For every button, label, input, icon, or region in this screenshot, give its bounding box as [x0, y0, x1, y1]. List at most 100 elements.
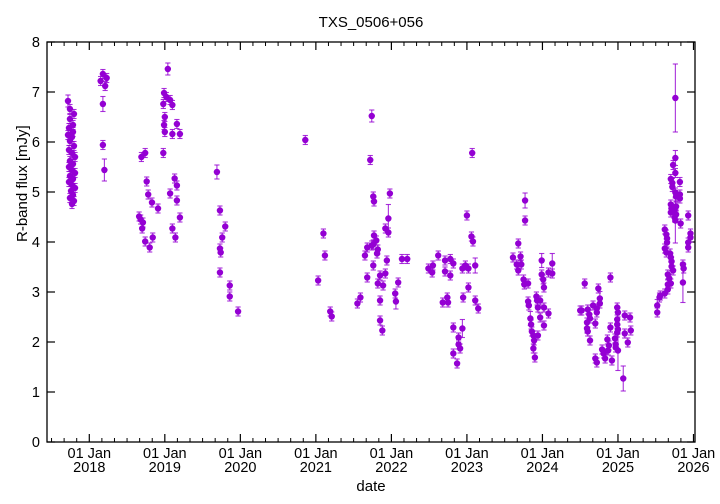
x-tick-label-line2: 2023	[451, 460, 483, 476]
data-point-group	[320, 228, 327, 239]
data-point	[99, 141, 107, 149]
data-point	[404, 255, 411, 263]
data-point-group	[321, 250, 329, 261]
data-point	[608, 357, 616, 364]
data-point	[216, 269, 224, 276]
data-point-group	[515, 265, 522, 276]
data-point	[222, 223, 229, 230]
data-point	[527, 321, 535, 328]
data-point-group	[539, 274, 547, 285]
data-point	[66, 137, 74, 145]
data-point	[173, 197, 181, 204]
data-point-group	[169, 128, 176, 140]
y-tick-label: 0	[32, 435, 40, 451]
y-tick-label: 2	[32, 335, 40, 351]
data-point	[368, 242, 375, 249]
data-point-group	[620, 365, 627, 392]
data-point	[521, 197, 529, 204]
data-point-group	[540, 302, 548, 313]
data-point	[586, 337, 594, 344]
data-point	[169, 130, 176, 138]
data-point	[672, 211, 680, 218]
data-point	[667, 209, 675, 216]
data-point-group	[328, 311, 335, 322]
data-point	[469, 238, 477, 245]
data-point-group	[70, 108, 78, 120]
data-point	[99, 100, 107, 108]
data-point-group	[475, 303, 482, 314]
data-point	[672, 203, 680, 210]
data-point	[527, 315, 534, 322]
x-tick-label-line2: 2025	[602, 460, 634, 476]
data-point	[509, 254, 517, 261]
data-point	[530, 345, 537, 352]
data-point	[472, 262, 479, 269]
data-point	[143, 178, 150, 185]
data-point	[394, 279, 402, 286]
data-point	[444, 299, 452, 306]
data-point	[456, 345, 464, 352]
data-point-group	[226, 291, 233, 302]
data-point-group	[374, 278, 381, 289]
data-point-group	[176, 212, 184, 223]
data-point	[627, 327, 635, 334]
data-point-group	[357, 292, 364, 303]
data-point-group	[676, 176, 684, 188]
data-point	[439, 299, 446, 306]
data-point	[593, 359, 601, 366]
data-point-group	[530, 343, 537, 354]
data-point	[584, 328, 591, 335]
data-point-group	[604, 345, 612, 356]
data-point-group	[447, 270, 454, 281]
data-point-group	[145, 189, 152, 200]
data-point	[425, 265, 432, 272]
data-point-group	[217, 247, 224, 258]
data-point-group	[176, 128, 184, 140]
data-point	[66, 105, 74, 113]
data-point-group	[99, 139, 107, 151]
data-point-group	[382, 268, 389, 279]
data-point-group	[428, 267, 436, 278]
data-point-group	[584, 326, 591, 337]
data-point	[450, 260, 457, 267]
data-point	[513, 261, 520, 268]
data-point-group	[521, 215, 529, 226]
data-point	[160, 149, 167, 157]
data-point-group	[361, 250, 369, 261]
data-point-group	[367, 154, 374, 166]
data-point	[621, 312, 628, 319]
data-point-group	[672, 149, 679, 167]
data-point	[213, 168, 221, 176]
data-point	[173, 120, 181, 128]
data-point	[97, 77, 104, 85]
data-point-group	[450, 322, 457, 333]
data-layer	[64, 62, 694, 392]
data-point	[453, 360, 461, 367]
data-point	[385, 229, 392, 236]
data-point	[217, 249, 224, 256]
data-point	[533, 297, 541, 304]
data-point	[234, 308, 242, 315]
data-point	[441, 268, 449, 275]
data-point	[385, 215, 392, 222]
data-point	[379, 282, 387, 289]
data-point	[611, 335, 619, 342]
x-tick-label-line2: 2024	[526, 460, 558, 476]
data-point	[379, 327, 386, 334]
data-point	[373, 250, 381, 257]
data-point-group	[621, 310, 628, 321]
y-tick-label: 8	[32, 35, 40, 51]
data-point	[663, 249, 670, 256]
data-point	[672, 169, 679, 177]
data-point	[538, 257, 545, 264]
data-point	[459, 265, 466, 272]
data-point	[103, 74, 110, 82]
data-point	[99, 70, 107, 78]
data-point-group	[376, 315, 384, 326]
data-point-group	[593, 357, 601, 368]
data-point	[577, 307, 584, 314]
data-point-group	[627, 325, 635, 336]
data-point-group	[154, 203, 162, 214]
data-point	[672, 94, 679, 102]
